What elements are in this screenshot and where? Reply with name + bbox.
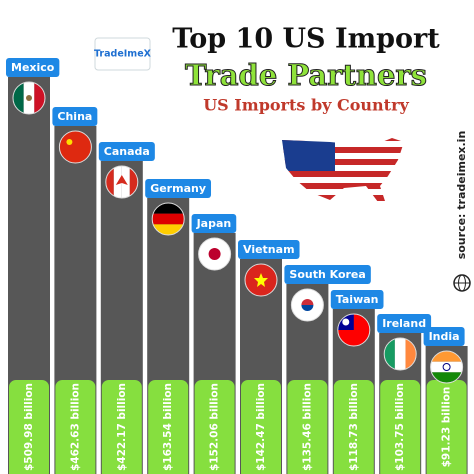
- flag-part: [430, 351, 463, 362]
- value-pill: [194, 380, 235, 474]
- value-label: $462.63 billion: [69, 383, 81, 471]
- value-pill: [333, 380, 374, 474]
- flag-part: [301, 299, 314, 305]
- country-label: China: [57, 110, 92, 123]
- value-label: $142.47 billion: [255, 383, 267, 471]
- flag-ring: [58, 130, 92, 164]
- value-label: $422.17 billion: [116, 383, 128, 471]
- country-label: Germany: [150, 182, 206, 195]
- flag-part: [405, 338, 417, 370]
- country-label: Vietnam: [243, 243, 295, 256]
- country-box: [330, 290, 384, 309]
- country-box: [423, 327, 465, 346]
- country-box: [238, 240, 300, 259]
- flag: [198, 238, 231, 270]
- flag-part: [384, 338, 395, 370]
- country-label: India: [429, 330, 460, 343]
- country-box: [191, 214, 237, 233]
- logo-box: [94, 37, 151, 71]
- flag: [245, 264, 277, 296]
- us-map: [282, 138, 404, 204]
- flag-ring: [198, 237, 232, 271]
- flag: [384, 338, 417, 370]
- value-label: $163.54 billion: [162, 383, 174, 471]
- logo: TradeImeX: [94, 49, 152, 60]
- flag-part: [66, 139, 73, 145]
- country-label: Mexico: [11, 61, 55, 74]
- value-label: $152.06 billion: [209, 383, 221, 471]
- country-box: [98, 142, 155, 161]
- country-box: [6, 58, 60, 77]
- country-label: Japan: [196, 217, 232, 230]
- flag: [59, 131, 92, 163]
- country-box: [145, 179, 212, 198]
- subtitle: Trade Partners: [185, 58, 427, 92]
- flag-part: [152, 203, 185, 214]
- flag-ring: [383, 337, 417, 371]
- country-box: [52, 107, 98, 126]
- flag-ring: [290, 288, 324, 322]
- value-pill: [9, 380, 49, 474]
- value-label: $118.73 billion: [348, 383, 360, 471]
- value-pill: [55, 380, 96, 474]
- value-label: $509.98 billion: [23, 383, 35, 471]
- flag-part: [430, 372, 463, 383]
- flag-ring: [151, 202, 185, 236]
- flag-part: [254, 273, 268, 287]
- tagline: US Imports by Country: [203, 96, 409, 115]
- value-label: $135.46 billion: [301, 383, 313, 471]
- value-label: $103.75 billion: [394, 383, 406, 471]
- flag-ring: [12, 81, 46, 115]
- flag-ring: [105, 165, 139, 199]
- value-pill: [287, 380, 328, 474]
- flag: [430, 351, 463, 383]
- flag-ring: [430, 350, 464, 384]
- value-pill: [148, 380, 189, 474]
- value-pill: [241, 380, 281, 474]
- flag-part: [394, 338, 406, 370]
- flag-part: [105, 166, 114, 198]
- flag-part: [13, 82, 24, 114]
- flag-part: [34, 82, 45, 114]
- flag-part: [430, 361, 463, 373]
- flag-part: [129, 166, 138, 198]
- flag-ring: [244, 263, 278, 297]
- country-label: Canada: [104, 145, 150, 158]
- value-label: $91.23 billion: [441, 387, 453, 468]
- country-box: [377, 314, 432, 333]
- value-pill: [380, 380, 421, 474]
- flag: [105, 166, 138, 198]
- flag-part: [301, 305, 314, 311]
- flag: [152, 203, 185, 235]
- country-box: [284, 265, 371, 284]
- flag-part: [152, 213, 185, 225]
- flag-part: [115, 175, 128, 185]
- flag: [13, 82, 45, 114]
- country-label: Taiwan: [336, 293, 379, 306]
- source-group: source: tradeimex.in: [455, 131, 468, 260]
- flag-part: [442, 363, 451, 371]
- columns: $509.98 billion Mexico $462.63 billion Chin…: [6, 58, 468, 474]
- flag: [337, 314, 370, 346]
- flag: [291, 289, 324, 321]
- country-label: Ireland: [382, 317, 426, 330]
- country-label: South Korea: [289, 268, 365, 281]
- value-pill: [101, 380, 142, 474]
- title: Top 10 US Import: [172, 24, 440, 55]
- flag-part: [342, 318, 350, 326]
- flag-part: [26, 95, 32, 101]
- flag-ring: [337, 313, 371, 347]
- value-pill: [426, 380, 467, 474]
- flag-part: [152, 224, 185, 235]
- source: source: tradeimex.in: [455, 131, 468, 260]
- flag-part: [208, 248, 221, 260]
- flag-part: [59, 131, 92, 163]
